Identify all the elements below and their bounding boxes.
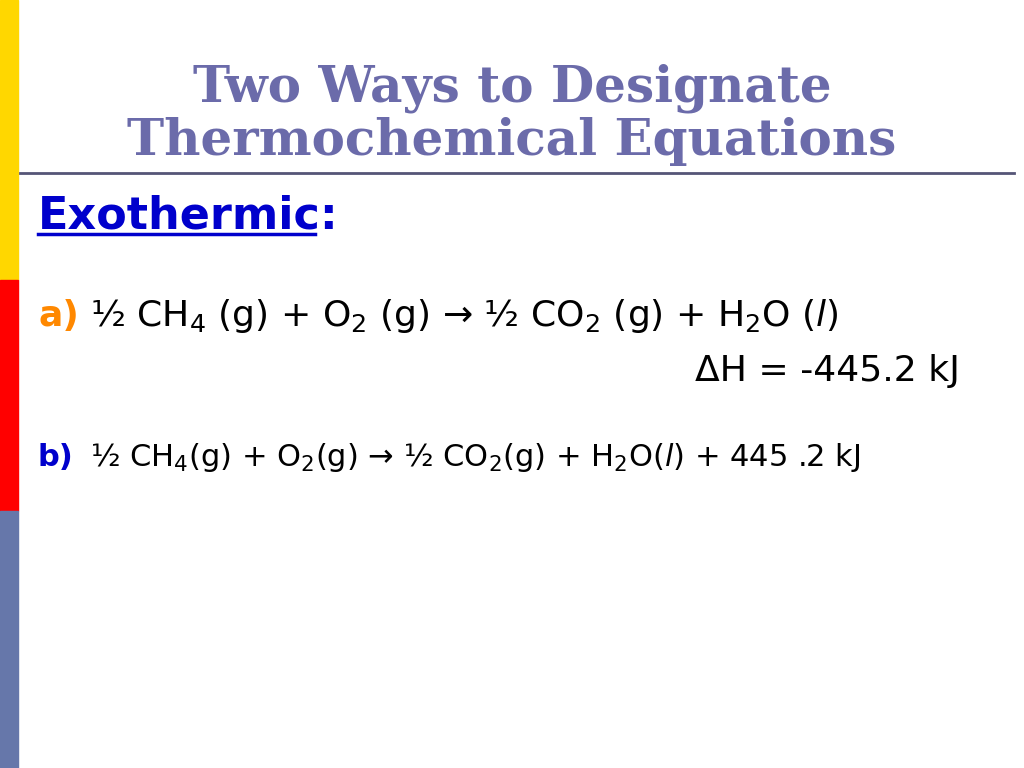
Bar (0, 280, 18, 511)
Bar (0, 0, 18, 280)
Text: b): b) (38, 443, 74, 472)
Text: Exothermic:: Exothermic: (38, 194, 339, 237)
Text: Two Ways to Designate: Two Ways to Designate (193, 63, 831, 113)
Bar (0, 511, 18, 768)
Text: ½ CH$_4$(g) + O$_2$(g) → ½ CO$_2$(g) + H$_2$O($\it{l}$) + 445 .2 kJ: ½ CH$_4$(g) + O$_2$(g) → ½ CO$_2$(g) + H… (90, 442, 860, 475)
Text: Thermochemical Equations: Thermochemical Equations (127, 118, 897, 167)
Text: ½ CH$_4$ (g) + O$_2$ (g) → ½ CO$_2$ (g) + H$_2$O ($\it{l}$): ½ CH$_4$ (g) + O$_2$ (g) → ½ CO$_2$ (g) … (90, 297, 839, 335)
Text: a): a) (38, 299, 79, 333)
Text: ΔH = -445.2 kJ: ΔH = -445.2 kJ (695, 354, 961, 388)
